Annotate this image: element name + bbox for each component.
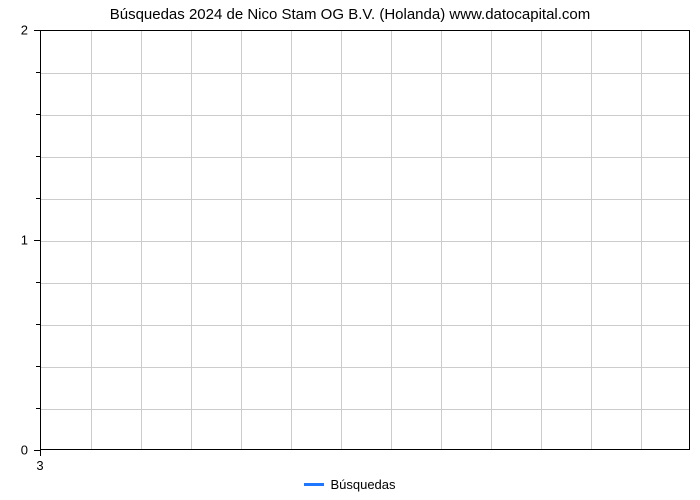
grid-line-vertical xyxy=(491,31,492,449)
y-tick-minor xyxy=(36,282,40,283)
grid-line-vertical xyxy=(191,31,192,449)
grid-line-vertical xyxy=(541,31,542,449)
grid-line-horizontal xyxy=(41,115,689,116)
grid-line-vertical xyxy=(341,31,342,449)
grid-line-vertical xyxy=(291,31,292,449)
grid-line-vertical xyxy=(441,31,442,449)
grid-line-horizontal xyxy=(41,157,689,158)
legend-swatch xyxy=(304,483,324,486)
grid-line-horizontal xyxy=(41,283,689,284)
y-tick-minor xyxy=(36,72,40,73)
y-axis-label: 2 xyxy=(0,23,28,38)
legend-label: Búsquedas xyxy=(330,477,395,492)
x-axis-label: 3 xyxy=(36,458,43,473)
grid-line-vertical xyxy=(141,31,142,449)
chart-container: Búsquedas 2024 de Nico Stam OG B.V. (Hol… xyxy=(0,0,700,500)
y-axis-label: 0 xyxy=(0,443,28,458)
legend: Búsquedas xyxy=(0,477,700,492)
grid-line-horizontal xyxy=(41,325,689,326)
grid-line-horizontal xyxy=(41,73,689,74)
y-tick-minor xyxy=(36,198,40,199)
x-tick-major xyxy=(40,450,41,456)
grid-line-vertical xyxy=(591,31,592,449)
chart-title: Búsquedas 2024 de Nico Stam OG B.V. (Hol… xyxy=(0,6,700,23)
y-axis-label: 1 xyxy=(0,233,28,248)
y-tick-minor xyxy=(36,156,40,157)
y-tick-major xyxy=(34,30,40,31)
grid-line-vertical xyxy=(641,31,642,449)
grid-line-vertical xyxy=(241,31,242,449)
y-tick-major xyxy=(34,240,40,241)
y-tick-minor xyxy=(36,408,40,409)
grid-line-vertical xyxy=(91,31,92,449)
grid-line-horizontal xyxy=(41,241,689,242)
plot-area xyxy=(40,30,690,450)
grid-line-horizontal xyxy=(41,409,689,410)
y-tick-minor xyxy=(36,324,40,325)
y-tick-minor xyxy=(36,114,40,115)
grid-line-horizontal xyxy=(41,199,689,200)
grid-line-vertical xyxy=(391,31,392,449)
grid-line-horizontal xyxy=(41,367,689,368)
y-tick-minor xyxy=(36,366,40,367)
